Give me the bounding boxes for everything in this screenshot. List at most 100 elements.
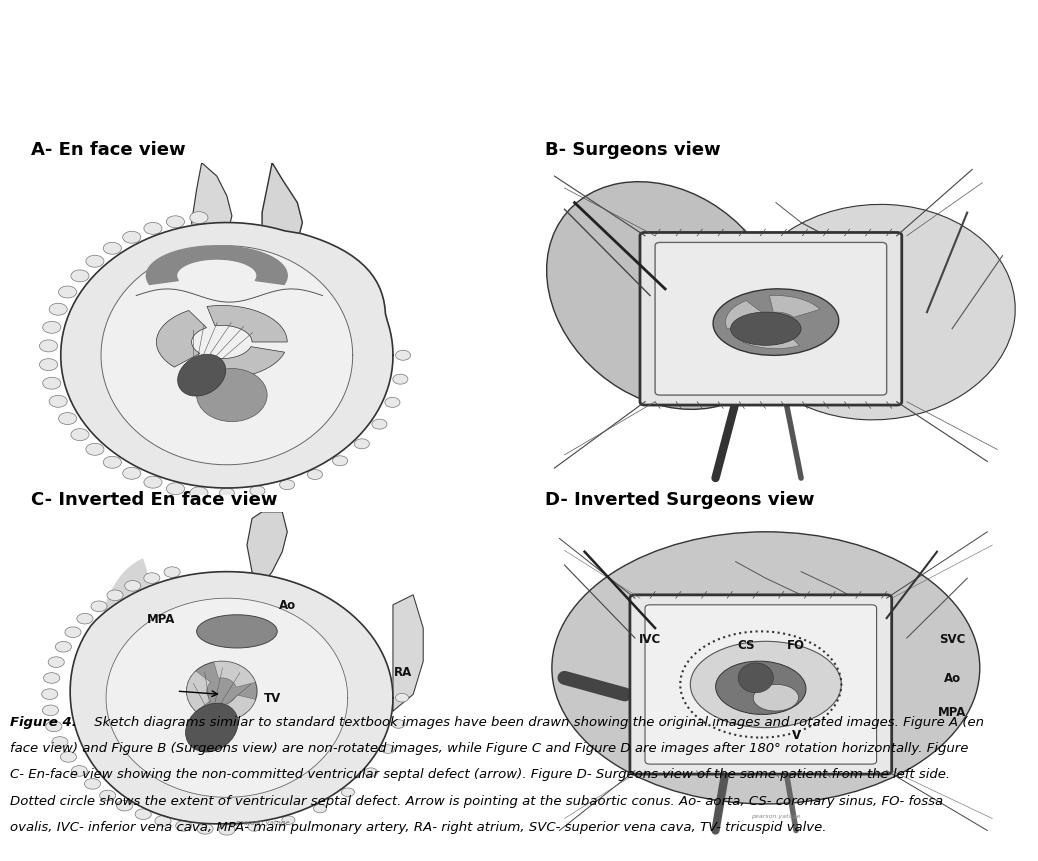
Circle shape <box>279 480 295 490</box>
Polygon shape <box>101 560 153 717</box>
Ellipse shape <box>738 663 773 693</box>
Circle shape <box>122 468 141 480</box>
Circle shape <box>332 456 348 466</box>
Circle shape <box>135 809 152 820</box>
Circle shape <box>60 752 77 762</box>
Polygon shape <box>190 347 284 379</box>
Circle shape <box>58 287 77 299</box>
Polygon shape <box>61 223 393 488</box>
Text: Ao: Ao <box>944 672 960 684</box>
Circle shape <box>307 470 323 480</box>
Ellipse shape <box>713 289 839 356</box>
Text: Sketch diagrams similar to standard textbook images have been drawn showing the : Sketch diagrams similar to standard text… <box>89 715 984 728</box>
Circle shape <box>164 567 181 578</box>
Polygon shape <box>207 307 288 343</box>
Circle shape <box>43 378 61 390</box>
FancyBboxPatch shape <box>640 233 902 406</box>
Polygon shape <box>215 695 255 721</box>
Circle shape <box>248 822 261 831</box>
Ellipse shape <box>738 205 1015 420</box>
Ellipse shape <box>196 615 277 648</box>
Circle shape <box>144 573 160 584</box>
Text: pearson yatage: pearson yatage <box>235 819 290 825</box>
Circle shape <box>219 825 235 835</box>
Ellipse shape <box>715 661 805 715</box>
Circle shape <box>48 657 64 667</box>
Text: D- Inverted Surgeons view: D- Inverted Surgeons view <box>545 490 815 508</box>
Text: RA: RA <box>394 665 412 678</box>
Ellipse shape <box>186 703 238 753</box>
Ellipse shape <box>690 641 842 728</box>
Circle shape <box>55 641 72 653</box>
Circle shape <box>44 673 60 684</box>
FancyBboxPatch shape <box>630 595 892 774</box>
Circle shape <box>166 217 185 228</box>
Text: face view) and Figure B (Surgeons view) are non-rotated images, while Figure C a: face view) and Figure B (Surgeons view) … <box>10 741 968 754</box>
Polygon shape <box>101 246 353 465</box>
Polygon shape <box>187 671 211 712</box>
Circle shape <box>49 396 67 408</box>
Text: Ao: Ao <box>279 598 296 611</box>
Text: IVC: IVC <box>639 632 661 645</box>
Circle shape <box>49 304 67 316</box>
Ellipse shape <box>187 661 257 722</box>
Text: MPA: MPA <box>147 612 175 625</box>
Circle shape <box>46 722 62 732</box>
Polygon shape <box>769 296 820 318</box>
Circle shape <box>77 614 93 624</box>
Circle shape <box>395 694 409 703</box>
Circle shape <box>43 322 61 334</box>
Circle shape <box>219 488 235 499</box>
Circle shape <box>166 483 185 495</box>
Circle shape <box>42 689 58 700</box>
Text: TV: TV <box>264 691 281 704</box>
Polygon shape <box>71 572 393 824</box>
Circle shape <box>175 821 192 831</box>
Circle shape <box>342 788 354 796</box>
FancyBboxPatch shape <box>645 605 876 765</box>
Circle shape <box>155 815 171 827</box>
Text: C- Inverted En face view: C- Inverted En face view <box>31 490 277 508</box>
Text: ovalis, IVC- inferior vena cava, MPA- main pulmonary artery, RA- right atrium, S: ovalis, IVC- inferior vena cava, MPA- ma… <box>10 821 827 833</box>
Polygon shape <box>157 311 207 368</box>
Polygon shape <box>146 246 288 285</box>
Polygon shape <box>262 164 302 276</box>
Ellipse shape <box>547 183 784 410</box>
Circle shape <box>103 456 121 468</box>
Text: MPA: MPA <box>938 704 966 718</box>
Circle shape <box>392 375 408 385</box>
Text: A- En face view: A- En face view <box>31 141 186 159</box>
Circle shape <box>354 439 370 449</box>
Circle shape <box>392 720 405 728</box>
Ellipse shape <box>552 532 980 804</box>
Circle shape <box>144 477 162 488</box>
Circle shape <box>116 801 133 811</box>
Text: B- Surgeons view: B- Surgeons view <box>545 141 720 159</box>
Circle shape <box>313 804 327 813</box>
Circle shape <box>71 429 89 441</box>
Text: SVC: SVC <box>939 632 965 645</box>
Ellipse shape <box>731 313 801 346</box>
Text: Dotted circle shows the extent of ventricular septal defect. Arrow is pointing a: Dotted circle shows the extent of ventri… <box>10 794 944 807</box>
Circle shape <box>84 778 101 790</box>
Text: V: V <box>792 728 800 740</box>
Circle shape <box>39 359 57 371</box>
Ellipse shape <box>196 369 267 422</box>
Polygon shape <box>247 512 288 585</box>
Circle shape <box>107 591 124 601</box>
Polygon shape <box>214 661 255 687</box>
Circle shape <box>91 601 107 612</box>
Circle shape <box>125 581 141 592</box>
Circle shape <box>144 223 162 235</box>
Polygon shape <box>393 595 424 711</box>
Text: Figure 4.: Figure 4. <box>10 715 77 728</box>
Circle shape <box>100 790 115 801</box>
Circle shape <box>372 419 387 430</box>
Polygon shape <box>726 301 764 330</box>
Circle shape <box>43 705 58 715</box>
Circle shape <box>65 627 81 638</box>
Circle shape <box>190 213 208 225</box>
Circle shape <box>39 340 57 352</box>
Circle shape <box>72 765 87 777</box>
Circle shape <box>190 487 208 499</box>
